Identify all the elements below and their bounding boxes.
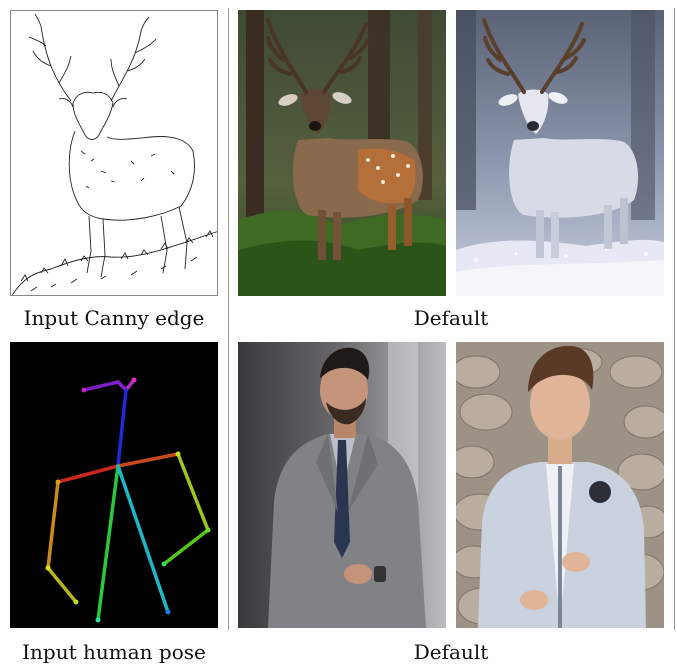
deer-snow-output-image: [456, 10, 664, 296]
human-pose-input-image: [10, 342, 218, 628]
man-in-suit-output-image: [238, 342, 446, 628]
input-canny-edge-caption: Input Canny edge: [23, 306, 205, 330]
deer-forest-output-image: [238, 10, 446, 296]
default-caption-row-1: Default: [413, 306, 489, 330]
divider-right: [674, 8, 675, 630]
deer-snow-image-icon: [456, 10, 664, 296]
canny-edge-input-image: [10, 10, 218, 296]
boy-in-jacket-output-image: [456, 342, 664, 628]
divider-left: [228, 8, 229, 630]
deer-forest-image-icon: [238, 10, 446, 296]
boy-in-jacket-image-icon: [456, 342, 664, 628]
human-pose-skeleton-icon: [45, 377, 211, 623]
default-caption-row-2: Default: [413, 640, 489, 664]
man-in-suit-image-icon: [238, 342, 446, 628]
input-human-pose-caption: Input human pose: [22, 640, 206, 664]
deer-edge-map-icon: [11, 13, 217, 295]
